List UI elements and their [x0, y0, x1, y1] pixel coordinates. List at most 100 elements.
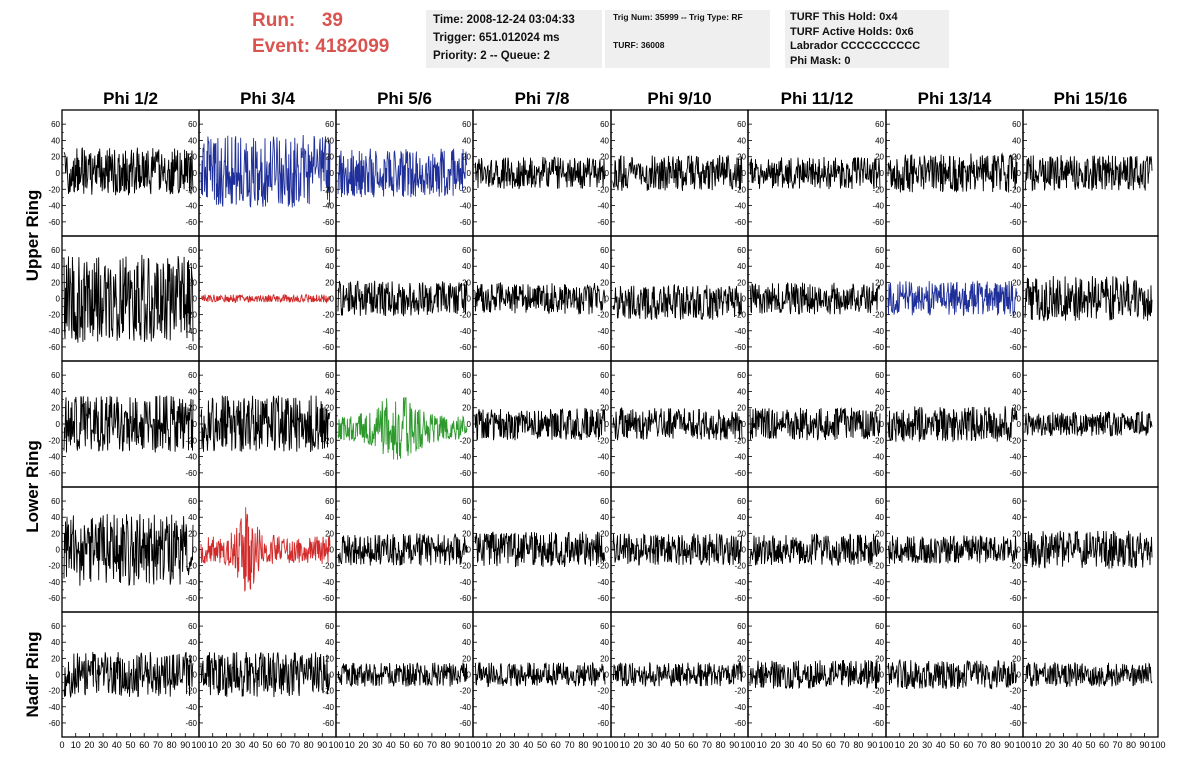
- y-tick-label: -20: [1009, 436, 1021, 445]
- y-tick-label: -20: [48, 185, 60, 194]
- y-tick-label: 40: [600, 513, 609, 522]
- x-tick-label: 30: [922, 740, 932, 750]
- y-tick-label: -40: [185, 703, 197, 712]
- y-tick-label: -20: [597, 185, 609, 194]
- waveform-trace: [63, 254, 194, 343]
- x-tick-label: 90: [180, 740, 190, 750]
- y-tick-label: 60: [325, 371, 334, 380]
- time-info-panel: Time: 2008-12-24 03:04:33 Trigger: 651.0…: [426, 10, 602, 68]
- x-tick-label: 90: [867, 740, 877, 750]
- x-tick-label: 50: [1085, 740, 1095, 750]
- y-tick-label: -20: [597, 436, 609, 445]
- y-tick-label: -60: [459, 469, 471, 478]
- y-tick-label: -20: [459, 311, 471, 320]
- x-tick-label: 0: [59, 740, 64, 750]
- x-tick-label: 20: [908, 740, 918, 750]
- x-tick-label: 100: [878, 740, 893, 750]
- y-tick-label: -20: [1009, 311, 1021, 320]
- waveform-trace: [749, 533, 881, 567]
- y-tick-label: -20: [872, 562, 884, 571]
- y-tick-label: 60: [600, 622, 609, 631]
- y-tick-label: 0: [467, 546, 472, 555]
- x-tick-label: 30: [647, 740, 657, 750]
- y-tick-label: -40: [459, 703, 471, 712]
- y-tick-label: -20: [48, 311, 60, 320]
- waveform-trace: [200, 293, 331, 304]
- waveform-trace: [1024, 410, 1153, 437]
- x-tick-label: 20: [771, 740, 781, 750]
- y-tick-label: 0: [330, 546, 335, 555]
- y-tick-label: 0: [742, 169, 747, 178]
- y-tick-label: 40: [737, 136, 746, 145]
- turf-info-panel: TURF This Hold: 0x4 TURF Active Holds: 0…: [785, 10, 949, 68]
- x-tick-label: 100: [191, 740, 206, 750]
- y-tick-label: -40: [597, 578, 609, 587]
- y-tick-label: 20: [1012, 404, 1021, 413]
- waveform-trace: [1024, 275, 1153, 322]
- x-tick-label: 90: [1139, 740, 1149, 750]
- x-tick-label: 30: [509, 740, 519, 750]
- trig-num-text: Trig Num: 35999 -- Trig Type: RF: [613, 12, 743, 22]
- y-tick-label: -40: [1009, 703, 1021, 712]
- x-tick-label: 80: [1126, 740, 1136, 750]
- y-tick-label: -60: [48, 719, 60, 728]
- y-tick-label: 40: [600, 136, 609, 145]
- y-tick-label: -60: [185, 343, 197, 352]
- x-tick-label: 40: [386, 740, 396, 750]
- y-tick-label: -40: [734, 327, 746, 336]
- y-tick-label: -40: [185, 202, 197, 211]
- waveform-trace: [612, 407, 743, 441]
- x-tick-label: 60: [276, 740, 286, 750]
- y-tick-label: 60: [462, 246, 471, 255]
- y-tick-label: 20: [462, 404, 471, 413]
- waveform-trace: [1024, 530, 1153, 569]
- y-tick-label: -60: [734, 594, 746, 603]
- y-tick-label: 0: [880, 546, 885, 555]
- y-tick-label: -20: [872, 311, 884, 320]
- y-tick-label: 0: [467, 420, 472, 429]
- x-tick-label: 60: [826, 740, 836, 750]
- y-tick-label: 0: [880, 169, 885, 178]
- y-tick-label: 0: [742, 295, 747, 304]
- y-tick-label: 20: [1012, 278, 1021, 287]
- x-tick-label: 60: [688, 740, 698, 750]
- x-tick-label: 70: [1112, 740, 1122, 750]
- y-tick-label: 0: [1017, 295, 1022, 304]
- y-tick-label: -20: [872, 687, 884, 696]
- column-title: Phi 3/4: [240, 89, 295, 108]
- x-tick-label: 20: [633, 740, 643, 750]
- y-tick-label: 20: [325, 278, 334, 287]
- y-tick-label: 0: [330, 671, 335, 680]
- x-tick-label: 50: [399, 740, 409, 750]
- y-tick-label: -40: [322, 327, 334, 336]
- run-row: Run: 39: [252, 8, 389, 34]
- y-tick-label: -40: [597, 703, 609, 712]
- y-tick-label: 60: [600, 371, 609, 380]
- y-tick-label: -60: [322, 594, 334, 603]
- y-tick-label: -20: [734, 185, 746, 194]
- y-tick-label: -60: [872, 218, 884, 227]
- y-tick-label: -20: [185, 687, 197, 696]
- y-tick-label: 60: [188, 120, 197, 129]
- y-tick-label: 20: [600, 278, 609, 287]
- y-tick-label: -40: [48, 578, 60, 587]
- event-row: Event: 4182099: [252, 34, 389, 60]
- y-tick-label: 20: [51, 654, 60, 663]
- y-tick-label: 0: [330, 169, 335, 178]
- y-tick-label: -20: [597, 687, 609, 696]
- y-tick-label: 40: [51, 136, 60, 145]
- waveform-trace: [749, 659, 881, 690]
- trigger-info-panel: Trig Num: 35999 -- Trig Type: RF TURF: 3…: [605, 10, 770, 68]
- x-tick-label: 60: [963, 740, 973, 750]
- waveform-trace: [200, 651, 331, 698]
- waveform-trace: [63, 147, 194, 196]
- y-tick-label: -60: [459, 594, 471, 603]
- y-tick-label: 20: [462, 153, 471, 162]
- column-title: Phi 7/8: [515, 89, 570, 108]
- y-tick-label: 0: [56, 169, 61, 178]
- x-tick-label: 30: [235, 740, 245, 750]
- y-tick-label: 0: [56, 295, 61, 304]
- y-tick-label: -40: [322, 578, 334, 587]
- y-tick-label: -60: [322, 719, 334, 728]
- y-tick-label: 60: [600, 120, 609, 129]
